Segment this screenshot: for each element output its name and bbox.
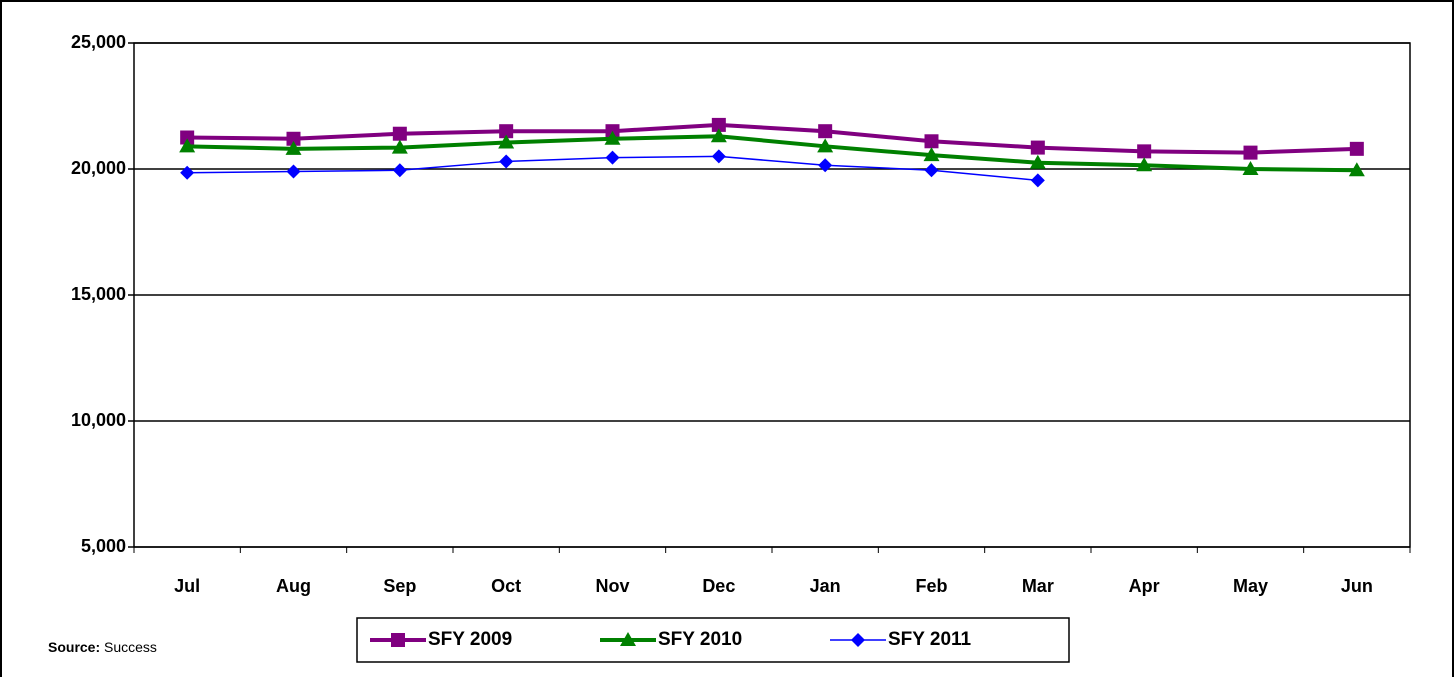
data-point	[391, 139, 408, 154]
legend-label: SFY 2010	[658, 629, 742, 650]
data-point	[1242, 161, 1259, 175]
data-point	[179, 138, 196, 153]
data-point	[924, 134, 939, 149]
data-point	[286, 131, 301, 146]
x-tick-label: Oct	[491, 576, 521, 596]
series-line	[187, 134, 1357, 173]
data-point	[924, 163, 939, 178]
x-tick-label: May	[1233, 576, 1268, 596]
data-point	[1136, 157, 1153, 172]
data-point	[817, 138, 834, 153]
x-tick-label: Sep	[383, 576, 416, 596]
data-point	[711, 117, 726, 132]
source: Source: Success	[48, 639, 157, 655]
y-tick-label: 5,000	[81, 536, 126, 556]
x-tick-label: Mar	[1022, 576, 1054, 596]
data-point	[818, 124, 833, 139]
legend-marker	[620, 632, 636, 646]
legend	[356, 617, 1070, 663]
data-point	[285, 140, 302, 155]
x-tick-label: Dec	[702, 576, 735, 596]
data-point	[1029, 154, 1046, 169]
data-point	[392, 126, 407, 141]
x-tick-label: Nov	[595, 576, 629, 596]
data-point	[1243, 145, 1258, 160]
legend-label: SFY 2011	[888, 629, 972, 650]
data-point	[711, 149, 726, 164]
data-point	[818, 158, 833, 173]
data-point	[499, 124, 514, 139]
x-tick-label: Aug	[276, 576, 311, 596]
data-point	[180, 165, 195, 180]
data-point	[498, 134, 515, 149]
data-point	[286, 164, 301, 179]
data-point	[1348, 162, 1365, 177]
x-tick-label: Apr	[1129, 576, 1160, 596]
x-tick-label: Jun	[1341, 576, 1373, 596]
data-point	[1349, 141, 1364, 156]
data-point	[499, 154, 514, 169]
data-point	[1030, 173, 1045, 188]
y-tick-label: 20,000	[71, 158, 126, 178]
data-point	[1137, 144, 1152, 159]
data-point	[923, 147, 940, 162]
legend-marker	[851, 633, 865, 647]
legend-marker	[391, 633, 405, 647]
data-point	[604, 130, 621, 145]
series-line	[187, 122, 1357, 155]
source-text: Success	[104, 639, 157, 655]
source-label: Source:	[48, 639, 100, 655]
data-point	[180, 130, 195, 145]
data-point	[1030, 140, 1045, 155]
y-tick-label: 25,000	[71, 32, 126, 52]
y-tick-label: 15,000	[71, 284, 126, 304]
x-tick-label: Jan	[810, 576, 841, 596]
data-point	[710, 128, 727, 143]
data-point	[392, 163, 407, 178]
legend-label: SFY 2009	[428, 629, 512, 650]
y-tick-label: 10,000	[71, 410, 126, 430]
x-tick-label: Jul	[174, 576, 200, 596]
data-point	[605, 150, 620, 165]
x-tick-label: Feb	[915, 576, 947, 596]
